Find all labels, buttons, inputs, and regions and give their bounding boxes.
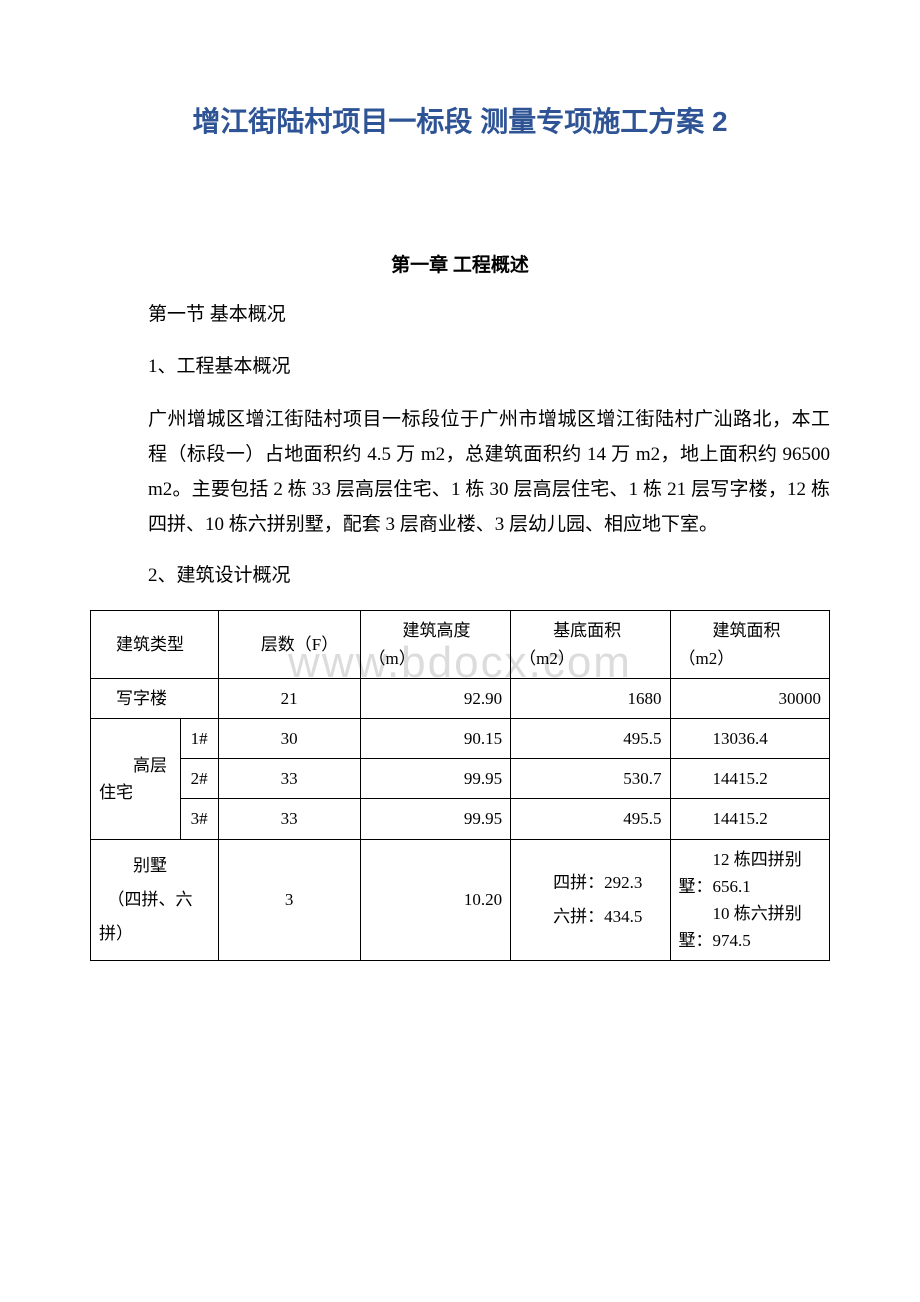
cell-building-type: 别墅 （四拼、六拼） <box>91 839 219 961</box>
header-height: 建筑高度（m） <box>360 611 511 678</box>
table-row: 2# 33 99.95 530.7 14415.2 <box>91 759 830 799</box>
cell-height: 10.20 <box>360 839 511 961</box>
cell-floors: 33 <box>218 799 360 839</box>
cell-height: 92.90 <box>360 678 511 718</box>
chapter-heading: 第一章 工程概述 <box>90 250 830 277</box>
cell-height: 90.15 <box>360 719 511 759</box>
table-row: 3# 33 99.95 495.5 14415.2 <box>91 799 830 839</box>
section-heading: 第一节 基本概况 <box>90 299 830 331</box>
header-base-area: 基底面积（m2） <box>511 611 670 678</box>
cell-base-area: 1680 <box>511 678 670 718</box>
cell-floors: 33 <box>218 759 360 799</box>
item-2-heading: 2、建筑设计概况 <box>90 560 830 592</box>
document-title: 增江街陆村项目一标段 测量专项施工方案 2 <box>90 100 830 140</box>
cell-building-type-group: 高层住宅 <box>91 719 181 840</box>
cell-base-area: 495.5 <box>511 799 670 839</box>
cell-building-area: 13036.4 <box>670 719 829 759</box>
cell-building-area: 12 栋四拼别墅：656.1 10 栋六拼别墅：974.5 <box>670 839 829 961</box>
building-specs-table: 建筑类型 层数（F） 建筑高度（m） 基底面积（m2） 建筑面积（m2） 写字楼… <box>90 610 830 961</box>
cell-building-area: 30000 <box>670 678 829 718</box>
cell-unit: 1# <box>180 719 218 759</box>
page-content: 增江街陆村项目一标段 测量专项施工方案 2 第一章 工程概述 第一节 基本概况 … <box>90 100 830 961</box>
header-building-type: 建筑类型 <box>91 611 219 678</box>
item-1-heading: 1、工程基本概况 <box>90 351 830 383</box>
cell-base-area: 495.5 <box>511 719 670 759</box>
table-row: 别墅 （四拼、六拼） 3 10.20 四拼：292.3 六拼：434.5 12 … <box>91 839 830 961</box>
paragraph-1: 广州增城区增江街陆村项目一标段位于广州市增城区增江街陆村广汕路北，本工程（标段一… <box>90 402 830 543</box>
cell-base-area: 四拼：292.3 六拼：434.5 <box>511 839 670 961</box>
cell-unit: 2# <box>180 759 218 799</box>
cell-height: 99.95 <box>360 759 511 799</box>
cell-building-type: 写字楼 <box>91 678 219 718</box>
cell-floors: 3 <box>218 839 360 961</box>
table-row: 写字楼 21 92.90 1680 30000 <box>91 678 830 718</box>
cell-floors: 21 <box>218 678 360 718</box>
cell-unit: 3# <box>180 799 218 839</box>
cell-height: 99.95 <box>360 799 511 839</box>
cell-building-area: 14415.2 <box>670 759 829 799</box>
header-floors: 层数（F） <box>218 611 360 678</box>
header-building-area: 建筑面积（m2） <box>670 611 829 678</box>
cell-base-area: 530.7 <box>511 759 670 799</box>
table-row: 高层住宅 1# 30 90.15 495.5 13036.4 <box>91 719 830 759</box>
cell-building-area: 14415.2 <box>670 799 829 839</box>
cell-floors: 30 <box>218 719 360 759</box>
table-header-row: 建筑类型 层数（F） 建筑高度（m） 基底面积（m2） 建筑面积（m2） <box>91 611 830 678</box>
